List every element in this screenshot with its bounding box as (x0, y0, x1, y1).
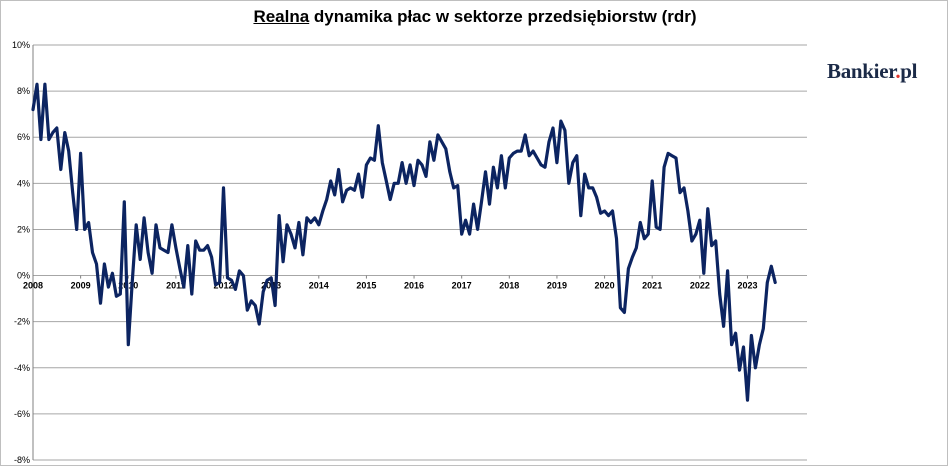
y-tick-label: -6% (14, 409, 30, 419)
x-tick-label: 2020 (595, 281, 615, 291)
logo-dot: . (895, 59, 901, 83)
x-tick-label: 2009 (71, 281, 91, 291)
y-tick-label: -4% (14, 363, 30, 373)
y-tick-label: 0% (17, 271, 30, 281)
x-tick-label: 2014 (309, 281, 329, 291)
x-tick-label: 2017 (452, 281, 472, 291)
y-tick-label: -2% (14, 317, 30, 327)
x-tick-label: 2023 (737, 281, 757, 291)
y-tick-label: 10% (12, 40, 30, 50)
x-tick-label: 2008 (23, 281, 43, 291)
bankier-logo: Bankier.pl (827, 59, 918, 84)
y-tick-label: 2% (17, 224, 30, 234)
chart-title: Realna dynamika płac w sektorze przedsię… (1, 7, 948, 27)
logo-suffix: pl (900, 59, 918, 83)
x-tick-label: 2018 (499, 281, 519, 291)
y-tick-label: 8% (17, 86, 30, 96)
logo-main: Bankier (827, 59, 896, 83)
x-tick-label: 2021 (642, 281, 662, 291)
chart-title-emphasis: Realna (253, 7, 310, 26)
x-tick-label: 2015 (356, 281, 376, 291)
x-tick-label: 2016 (404, 281, 424, 291)
y-tick-label: -8% (14, 455, 30, 465)
y-tick-label: 6% (17, 132, 30, 142)
x-tick-label: 2019 (547, 281, 567, 291)
x-tick-label: 2012 (214, 281, 234, 291)
x-tick-label: 2010 (118, 281, 138, 291)
y-tick-label: 4% (17, 178, 30, 188)
chart-title-rest: dynamika płac w sektorze przedsiębiorstw… (309, 7, 697, 26)
x-tick-label: 2011 (166, 281, 186, 291)
series-line (31, 82, 777, 402)
x-tick-label: 2022 (690, 281, 710, 291)
